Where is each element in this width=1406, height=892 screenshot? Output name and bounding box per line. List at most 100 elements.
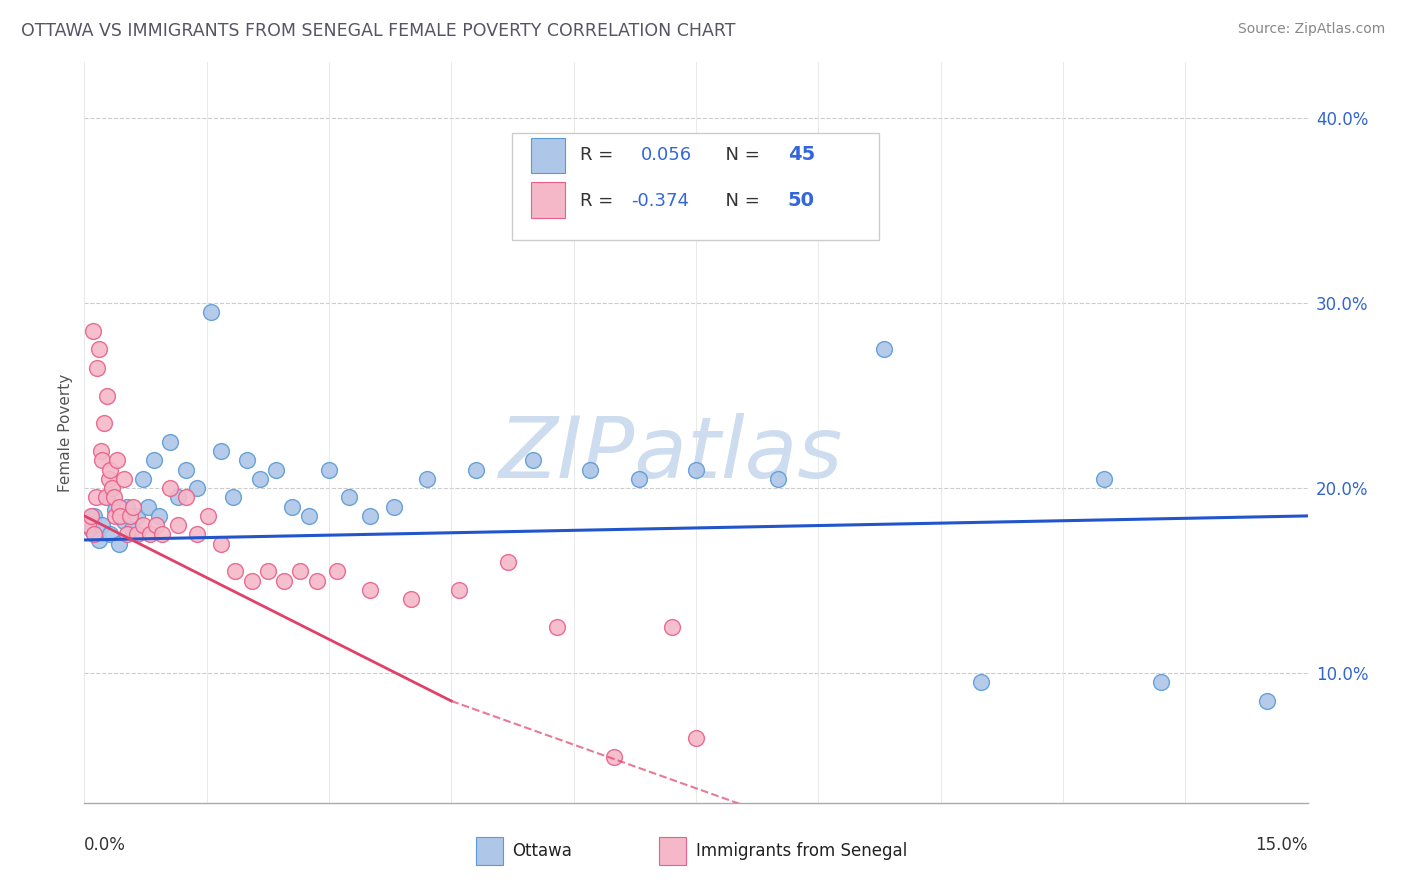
Point [603,749,626,764]
Point [77,518,100,533]
Point [546,620,568,634]
Point [84,491,107,505]
Point [104,508,127,523]
Point [464,462,486,476]
Point [115,500,138,514]
Point [167,518,190,533]
Point [240,574,263,588]
Text: 0.0%: 0.0% [84,836,127,855]
Point [305,574,328,588]
Point [112,472,135,486]
Text: Source: ZipAtlas.com: Source: ZipAtlas.com [1237,22,1385,37]
Point [685,462,707,476]
Point [498,555,520,569]
Point [298,508,321,523]
Point [224,565,246,579]
FancyBboxPatch shape [513,133,880,240]
Point [1092,472,1115,486]
Point [257,565,280,579]
Point [281,500,304,514]
Text: ZIPatlas: ZIPatlas [499,413,844,496]
Point [94,491,117,505]
Point [174,491,197,505]
Text: R =: R = [579,146,619,164]
Point [91,453,114,467]
Text: 0.056: 0.056 [641,146,692,164]
Point [359,582,381,597]
Bar [531,138,565,173]
Point [685,731,707,745]
Point [115,527,138,541]
Point [138,527,160,541]
Text: N =: N = [714,146,766,164]
Text: 15.0%: 15.0% [1256,836,1308,855]
Point [122,500,145,514]
Point [209,444,232,458]
Point [579,462,602,476]
Text: 45: 45 [787,145,815,164]
Point [96,491,118,505]
Point [101,481,124,495]
Point [80,508,103,523]
Point [222,491,245,505]
Point [167,491,190,505]
Point [82,324,104,338]
Point [97,472,120,486]
Point [100,462,122,476]
Y-axis label: Female Poverty: Female Poverty [58,374,73,491]
Text: Immigrants from Senegal: Immigrants from Senegal [696,842,907,860]
Text: Ottawa: Ottawa [513,842,572,860]
Point [118,508,141,523]
Point [112,515,135,529]
Point [93,417,115,431]
Text: -0.374: -0.374 [631,192,689,210]
Point [1150,675,1173,690]
Point [872,343,894,357]
Bar [659,837,686,865]
Point [96,389,118,403]
Point [132,472,155,486]
Point [326,565,349,579]
Point [627,472,650,486]
Bar [475,837,503,865]
Point [110,508,132,523]
Text: 50: 50 [787,192,814,211]
Point [339,491,361,505]
Bar [531,182,565,218]
Text: R =: R = [579,192,619,210]
Point [449,582,471,597]
Point [416,472,439,486]
Point [318,462,340,476]
Point [142,453,165,467]
Text: N =: N = [714,192,766,210]
Point [100,527,122,541]
Point [824,212,846,227]
Point [661,620,683,634]
Point [132,518,155,533]
Point [186,481,208,495]
Point [249,472,271,486]
Point [107,500,129,514]
Point [107,536,129,550]
Point [121,522,143,536]
Point [145,518,167,533]
Point [197,508,219,523]
Point [90,444,112,458]
Point [148,508,170,523]
Point [1256,694,1278,708]
Point [522,453,544,467]
Point [399,592,422,607]
Point [236,453,259,467]
Point [382,500,405,514]
Point [186,527,208,541]
Point [86,360,108,375]
Point [273,574,295,588]
Point [200,305,222,319]
Point [80,522,103,536]
Point [87,343,110,357]
Point [91,518,114,533]
Point [159,481,181,495]
Point [105,453,128,467]
Point [104,503,127,517]
Point [766,472,789,486]
